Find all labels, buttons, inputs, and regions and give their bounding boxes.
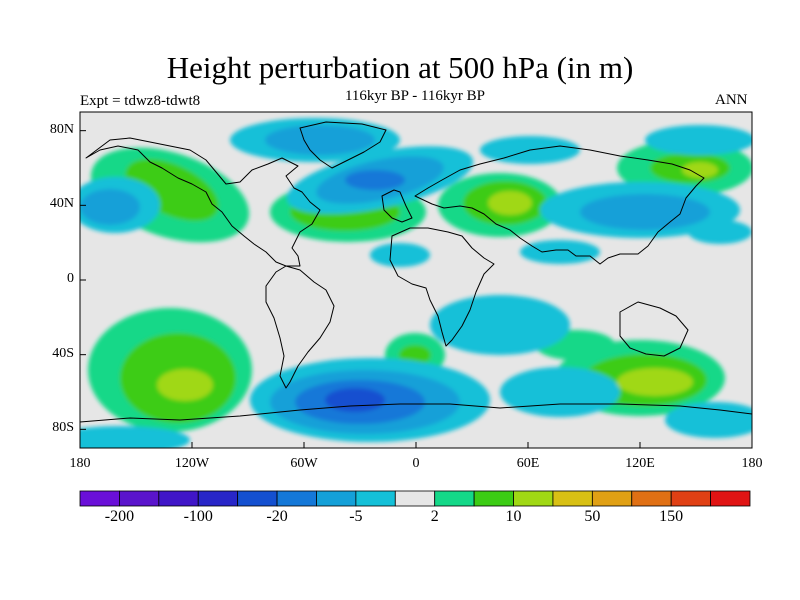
colorbar-box — [591, 490, 633, 507]
lat-tick-label: 40S — [52, 345, 74, 361]
colorbar-box — [79, 490, 120, 507]
colorbar — [79, 490, 751, 507]
colorbar-label: -5 — [349, 508, 363, 525]
lon-tick-label: 0 — [412, 456, 420, 471]
lon-tick-label: 180 — [741, 456, 763, 471]
colorbar-box — [434, 490, 475, 507]
colorbar-box — [552, 490, 593, 507]
season-label: ANN — [715, 92, 748, 108]
axis-ticks — [79, 130, 753, 448]
lat-tick-label: 80N — [49, 121, 74, 137]
colorbar-box — [197, 490, 239, 507]
lon-tick-label: 120W — [174, 456, 210, 471]
colorbar-box — [710, 490, 751, 507]
lat-tick-label: 80S — [52, 420, 74, 436]
colorbar-label: -200 — [104, 508, 135, 525]
colorbar-box — [276, 490, 317, 507]
plot-title: Height perturbation at 500 hPa (in m) — [166, 50, 634, 85]
lon-tick-label: 120E — [625, 456, 655, 471]
colorbar-box — [355, 490, 396, 507]
colorbar-box — [158, 490, 199, 507]
experiment-label: Expt = tdwz8-tdwt8 — [80, 93, 201, 109]
lon-tick-label: 60E — [516, 456, 540, 471]
colorbar-label: 50 — [584, 508, 601, 525]
plot-subtitle: 116kyr BP - 116kyr BP — [344, 88, 485, 104]
colorbar-box — [473, 490, 514, 507]
lat-tick-label: 40N — [49, 196, 74, 212]
colorbar-label: 150 — [659, 508, 684, 525]
colorbar-label: 2 — [430, 508, 439, 525]
colorbar-label: 10 — [505, 508, 522, 525]
colorbar-box — [513, 490, 554, 507]
colorbar-label: -20 — [266, 508, 288, 525]
colorbar-box — [316, 490, 357, 507]
colorbar-box — [670, 490, 711, 507]
lon-tick-label: 60W — [290, 456, 318, 471]
colorbar-label: -100 — [183, 508, 213, 525]
contour-field-layer — [80, 118, 752, 448]
colorbar-box — [631, 490, 672, 507]
lat-tick-label: 0 — [67, 271, 74, 286]
colorbar-box — [237, 490, 278, 507]
lon-tick-label: 180 — [69, 456, 91, 471]
colorbar-box — [119, 490, 160, 507]
colorbar-box — [394, 490, 436, 507]
